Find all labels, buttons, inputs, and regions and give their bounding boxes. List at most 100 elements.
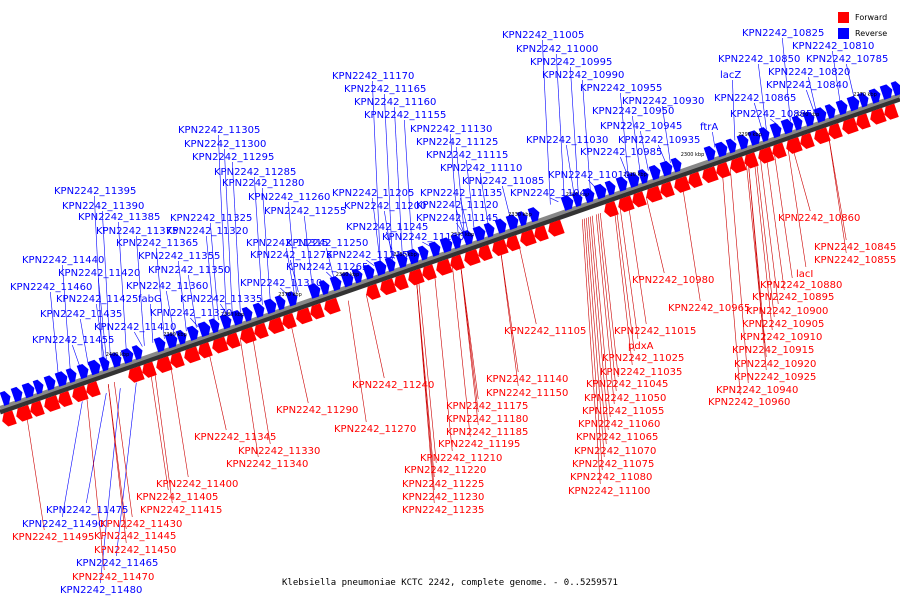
reverse-gene-label: KPN2242_11350 <box>148 265 230 276</box>
forward-gene-arrow <box>16 404 33 422</box>
forward-gene-arrow <box>814 127 831 145</box>
forward-leader-line <box>517 241 537 325</box>
reverse-gene-arrow <box>43 375 56 391</box>
reverse-leader-line <box>640 130 649 171</box>
forward-gene-arrow <box>604 200 619 218</box>
forward-gene-label: KPN2242_11070 <box>574 446 656 457</box>
forward-gene-label: KPN2242_11235 <box>402 505 484 516</box>
reverse-gene-arrow <box>241 306 253 322</box>
reverse-leader-line <box>224 148 233 316</box>
reverse-gene-label: KPN2242_11200 <box>344 201 426 212</box>
legend-reverse-label: Reverse <box>855 28 888 38</box>
reverse-leader-line <box>150 303 154 343</box>
forward-gene-arrow <box>170 351 185 369</box>
reverse-leader-line <box>218 134 227 318</box>
forward-gene-arrow <box>744 152 759 169</box>
reverse-gene-label: KPN2242_11285 <box>214 167 296 178</box>
forward-leader-line <box>433 270 453 452</box>
reverse-leader-line <box>100 388 121 584</box>
reverse-gene-arrow <box>274 295 286 311</box>
reverse-gene-arrow <box>307 283 321 299</box>
forward-leader-line <box>773 152 793 279</box>
reverse-leader-line <box>450 133 459 237</box>
forward-gene-arrow <box>394 274 409 291</box>
reverse-gene-label: KPN2242_11435 <box>40 309 122 320</box>
forward-gene-label: KPN2242_10965 <box>668 303 750 314</box>
forward-gene-label: KPN2242_11140 <box>486 374 568 385</box>
reverse-gene-label: KPN2242_10990 <box>542 70 624 81</box>
forward-leader-line <box>587 217 607 445</box>
forward-leader-line <box>597 213 617 392</box>
reverse-gene-label: KPN2242_11265 <box>286 262 368 273</box>
forward-gene-label: KPN2242_11175 <box>446 401 528 412</box>
reverse-gene-arrow <box>362 264 375 280</box>
reverse-gene-arrow <box>824 104 836 119</box>
reverse-gene-label: KPN2242_11125 <box>416 137 498 148</box>
forward-gene-arrow <box>758 146 775 164</box>
reverse-leader-line <box>846 63 855 99</box>
forward-gene-label: KPN2242_11400 <box>156 479 238 490</box>
reverse-leader-line <box>570 66 579 195</box>
reverse-gene-label: KPN2242_11130 <box>410 124 492 135</box>
forward-gene-label: KPN2242_10855 <box>814 255 896 266</box>
reverse-gene-label: KPN2242_11315 <box>246 238 328 249</box>
reverse-gene-label: KPN2242_11480 <box>60 585 142 596</box>
reverse-leader-line <box>550 197 559 203</box>
scale-tick-label: 2330 kbp <box>508 212 532 218</box>
forward-gene-arrow <box>772 142 787 159</box>
forward-gene-arrow <box>870 107 887 125</box>
forward-leader-line <box>149 369 169 491</box>
reverse-gene-arrow <box>604 180 616 196</box>
forward-leader-line <box>759 157 779 305</box>
reverse-gene-label: KPN2242_11320 <box>166 226 248 237</box>
forward-gene-label: KPN2242_11150 <box>486 388 568 399</box>
reverse-gene-label: KPN2242_11170 <box>332 71 414 82</box>
forward-gene-arrow <box>842 117 859 135</box>
forward-gene-label: KPN2242_10940 <box>716 385 798 396</box>
forward-gene-label: KPN2242_11180 <box>446 414 528 425</box>
reverse-gene-arrow <box>186 325 199 341</box>
forward-leader-line <box>827 133 847 241</box>
reverse-leader-line <box>384 210 393 260</box>
reverse-leader-line <box>556 53 565 200</box>
reverse-gene-arrow <box>626 172 640 188</box>
forward-leader-line <box>645 196 665 274</box>
forward-leader-line <box>619 206 639 340</box>
reverse-gene-label: KPN2242_11360 <box>126 281 208 292</box>
forward-gene-arrow <box>674 175 691 193</box>
reverse-leader-line <box>456 209 465 235</box>
reverse-gene-arrow <box>318 280 330 295</box>
reverse-leader-line <box>290 259 299 293</box>
reverse-leader-line <box>136 235 145 346</box>
reverse-gene-arrow <box>98 356 110 372</box>
reverse-leader-line <box>770 118 779 126</box>
reverse-gene-label: KPN2242_10955 <box>580 83 662 94</box>
reverse-gene-label: KPN2242_10865 <box>714 93 796 104</box>
reverse-leader-line <box>102 210 111 358</box>
forward-gene-label: KPN2242_11045 <box>586 379 668 390</box>
forward-gene-arrow <box>828 123 843 140</box>
reverse-gene-label: KPN2242_11425 <box>56 294 138 305</box>
forward-gene-label: KPN2242_11080 <box>570 472 652 483</box>
reverse-gene-label: KPN2242_11160 <box>354 97 436 108</box>
reverse-gene-label: KPN2242_11190 <box>382 232 464 243</box>
reverse-gene-arrow <box>329 275 342 292</box>
reverse-leader-line <box>386 231 395 259</box>
forward-gene-arrow <box>2 410 17 427</box>
forward-gene-label: pdxA <box>628 341 654 352</box>
forward-gene-label: lacI <box>796 269 813 280</box>
forward-leader-line <box>613 208 633 366</box>
legend-reverse-swatch <box>838 27 849 39</box>
reverse-gene-arrow <box>417 245 429 261</box>
reverse-gene-label: KPN2242_11295 <box>192 152 274 163</box>
reverse-gene-arrow <box>252 302 265 318</box>
reverse-gene-label: KPN2242_11355 <box>138 251 220 262</box>
forward-gene-label: KPN2242_10960 <box>708 397 790 408</box>
legend-reverse: Reverse <box>838 25 887 41</box>
reverse-gene-label: KPN2242_11255 <box>264 206 346 217</box>
reverse-leader-line <box>254 176 263 305</box>
reverse-gene-label: KPN2242_10785 <box>806 54 888 65</box>
genome-backbone <box>0 93 900 410</box>
reverse-gene-arrow <box>890 81 900 97</box>
reverse-gene-label: KPN2242_10930 <box>622 96 704 107</box>
